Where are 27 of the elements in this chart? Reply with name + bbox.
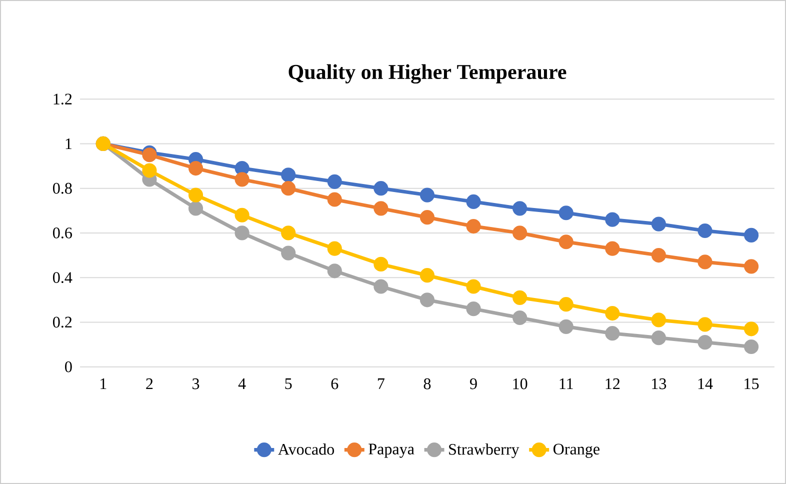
x-tick-label: 12 [606, 378, 620, 389]
legend-label: Orange [553, 444, 600, 458]
y-tick-label: 1.2 [54, 94, 72, 104]
y-tick-label: 1 [66, 138, 72, 149]
x-tick-label: 11 [560, 378, 573, 389]
x-tick-label: 6 [331, 378, 338, 390]
y-tick-label: 0.8 [53, 182, 72, 194]
legend-label: Strawberry [449, 443, 520, 458]
x-tick-label: 2 [146, 378, 153, 389]
y-tick-label: 0 [65, 361, 72, 372]
y-tick-label: 0.6 [53, 227, 72, 238]
x-tick-label: 10 [513, 378, 528, 390]
legend-label: Papaya [368, 444, 414, 458]
chart-title: Quality on Higher Temperaure [288, 64, 566, 84]
x-tick-label: 3 [192, 378, 200, 390]
x-tick-label: 4 [238, 378, 246, 389]
legend-label: Avocado [278, 443, 334, 455]
y-tick-label: 0.4 [53, 272, 72, 283]
x-tick-label: 14 [698, 378, 713, 389]
x-tick-label: 13 [652, 378, 666, 390]
x-tick-label: 8 [424, 378, 431, 390]
x-tick-label: 1 [100, 378, 106, 389]
x-tick-label: 5 [285, 378, 292, 390]
x-tick-label: 7 [378, 378, 384, 389]
x-tick-label: 15 [744, 378, 759, 390]
x-tick-label: 9 [470, 378, 477, 390]
y-tick-label: 0.2 [53, 316, 72, 328]
